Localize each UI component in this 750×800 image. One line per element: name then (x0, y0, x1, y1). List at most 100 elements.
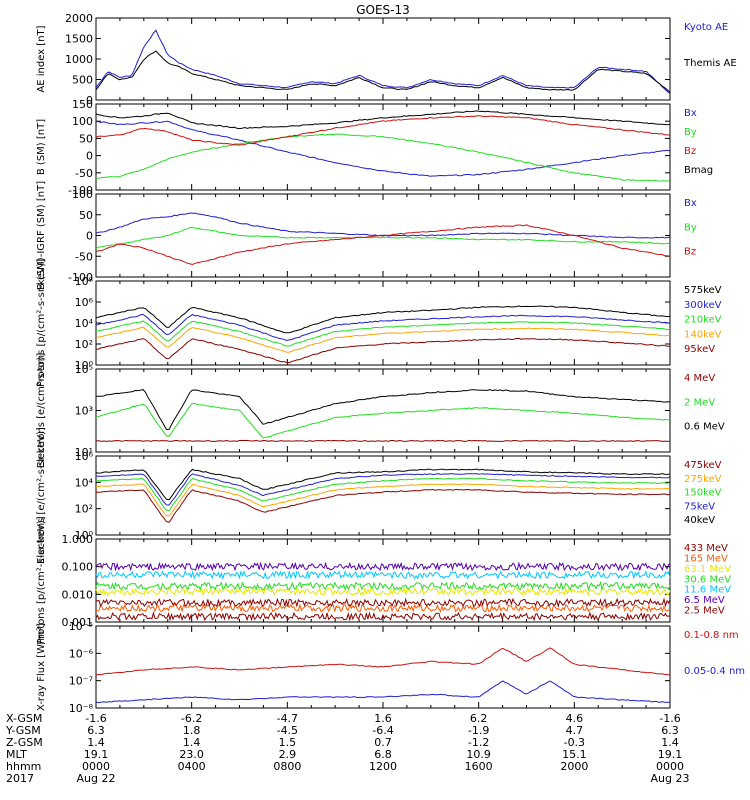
y-tick-label: 10¹ (75, 446, 93, 459)
legend-label: 30.6 MeV (684, 574, 731, 585)
y-tick-label: 0.001 (62, 616, 94, 629)
legend-label: 63.1 MeV (684, 564, 731, 575)
footer-value: 6.3 (661, 724, 679, 737)
series-line-575kev (95, 305, 671, 334)
chart-title: GOES-13 (356, 3, 410, 17)
series-line-475kev (95, 488, 671, 523)
footer-value: 4.7 (566, 724, 584, 737)
footer-row-label: hhmm (6, 760, 41, 773)
y-axis-label: Electrons [e/(cm²-s-sr-keV)] (36, 427, 47, 564)
y-tick-label: 150 (72, 98, 93, 111)
y-tick-label: 10⁰ (75, 529, 94, 542)
legend-label: 575keV (684, 285, 722, 296)
y-axis-label: X-ray Flux [W/m²] (36, 623, 47, 711)
series-line-300kev (95, 313, 671, 342)
footer-value: -0.3 (564, 736, 585, 749)
series-line-bx (95, 120, 671, 177)
legend-label: 140keV (684, 329, 722, 340)
y-tick-label: 10⁸ (75, 275, 94, 288)
y-axis-label: Electrons [e/(cm²-s-sr)] (36, 353, 47, 469)
footer-value: 19.1 (84, 748, 109, 761)
y-tick-label: 2000 (65, 12, 93, 25)
y-tick-label: -100 (68, 271, 93, 284)
series-line-2-5-mev (95, 597, 671, 608)
y-tick-label: 10⁻⁷ (69, 675, 93, 688)
y-tick-label: 0 (86, 94, 93, 107)
y-tick-label: 1000 (65, 53, 93, 66)
footer-value: -1.6 (85, 712, 106, 725)
legend-label: 40keV (684, 515, 715, 526)
legend-label: Kyoto AE (684, 22, 728, 33)
footer-value: 6.8 (374, 748, 392, 761)
panel-frame (95, 103, 671, 191)
footer-value: 4.6 (566, 712, 584, 725)
series-line-kyoto-ae (95, 29, 671, 94)
y-tick-label: 10⁻⁵ (69, 620, 93, 633)
series-line-140kev (95, 326, 671, 353)
footer-value: -6.2 (181, 712, 202, 725)
panel-ae: 2000 1500 1000 500 0 AE index [nT] Kyoto AE The… (36, 12, 737, 107)
y-tick-label: 10⁻⁶ (69, 647, 94, 660)
series-line-275kev (95, 483, 671, 517)
y-tick-label: 10⁴ (75, 317, 94, 330)
series-line-by (95, 133, 670, 182)
footer-value: 1.5 (279, 736, 297, 749)
y-tick-label: 10² (75, 338, 93, 351)
footer-value: -1.2 (468, 736, 489, 749)
footer-row-label: MLT (6, 748, 27, 761)
footer-row-label: 2017 (6, 772, 34, 785)
y-tick-label: 10⁰ (75, 359, 94, 372)
footer-value: 1200 (369, 760, 397, 773)
legend-label: By (684, 222, 697, 233)
series-line-0-05-0-4-nm (95, 680, 670, 704)
y-tick-label: -50 (75, 250, 93, 263)
series-line-165-mev (95, 603, 671, 613)
y-axis-label: AE index [nT] (36, 25, 47, 92)
legend-label: 475keV (684, 460, 722, 471)
footer-value: 0000 (82, 760, 110, 773)
footer-value: -4.5 (277, 724, 298, 737)
footer-value: -6.4 (372, 724, 393, 737)
footer-value: 1.4 (661, 736, 679, 749)
legend-label: 2 MeV (684, 397, 715, 408)
y-tick-label: -100 (68, 184, 93, 197)
y-tick-label: 0 (86, 150, 93, 163)
footer-value: 2.9 (279, 748, 297, 761)
series-line-63-1-mev (95, 586, 671, 597)
series-line-433-mev (95, 611, 671, 622)
panel-bsm: 150 100 50 0 -50 -100 B (SM) [nT] Bx By Bz Bmag (36, 98, 713, 197)
legend-label: 4 MeV (684, 373, 715, 384)
footer-value: 10.9 (466, 748, 491, 761)
y-tick-label: 10⁵ (75, 363, 93, 376)
y-axis-label: Protons [p/(cm²-s-sr-keV)] (36, 259, 47, 387)
series-line-bx (95, 212, 671, 239)
footer-value: 1.8 (183, 724, 201, 737)
footer-value: 15.1 (562, 748, 587, 761)
y-tick-label: 0 (86, 230, 93, 243)
footer-value: 0.7 (374, 736, 392, 749)
legend-label: Themis AE (683, 58, 737, 69)
footer-value: 6.3 (87, 724, 105, 737)
legend-label: Bz (684, 146, 696, 157)
panel-electrons_hi: 10⁵ 10³ 10¹ Electrons [e/(cm²-s-sr)] 4 MeV 2 … (36, 353, 725, 469)
series-line-0-1-0-8-nm (95, 647, 671, 676)
series-line-6-5-mev (95, 561, 671, 572)
series-line-40kev (95, 468, 671, 501)
y-tick-label: 1500 (65, 33, 93, 46)
y-tick-label: 10⁻⁸ (69, 702, 94, 715)
series-line-by (95, 226, 671, 249)
panel-bdiff: 100 50 0 -50 -100 B (SM)-IGRF (SM) [nT] Bx By Bz (36, 181, 697, 290)
legend-label: Bx (684, 198, 697, 209)
legend-label: 150keV (684, 488, 722, 499)
panel-protons_hi: 1.000 0.100 0.010 0.001 Protons [p/(cm²-s-sr… (36, 516, 731, 644)
series-line-bz (95, 224, 671, 266)
legend-label: 0.6 MeV (684, 422, 725, 433)
legend-label: Bmag (684, 165, 713, 176)
series-line-4-mev (95, 439, 671, 442)
series-line-210kev (95, 320, 671, 347)
footer-value: 1.4 (87, 736, 105, 749)
legend-label: 95keV (684, 344, 715, 355)
footer-value: Aug 23 (651, 772, 690, 785)
series-line-11-6-mev (95, 569, 671, 581)
y-axis-label: B (SM)-IGRF (SM) [nT] (36, 181, 47, 290)
